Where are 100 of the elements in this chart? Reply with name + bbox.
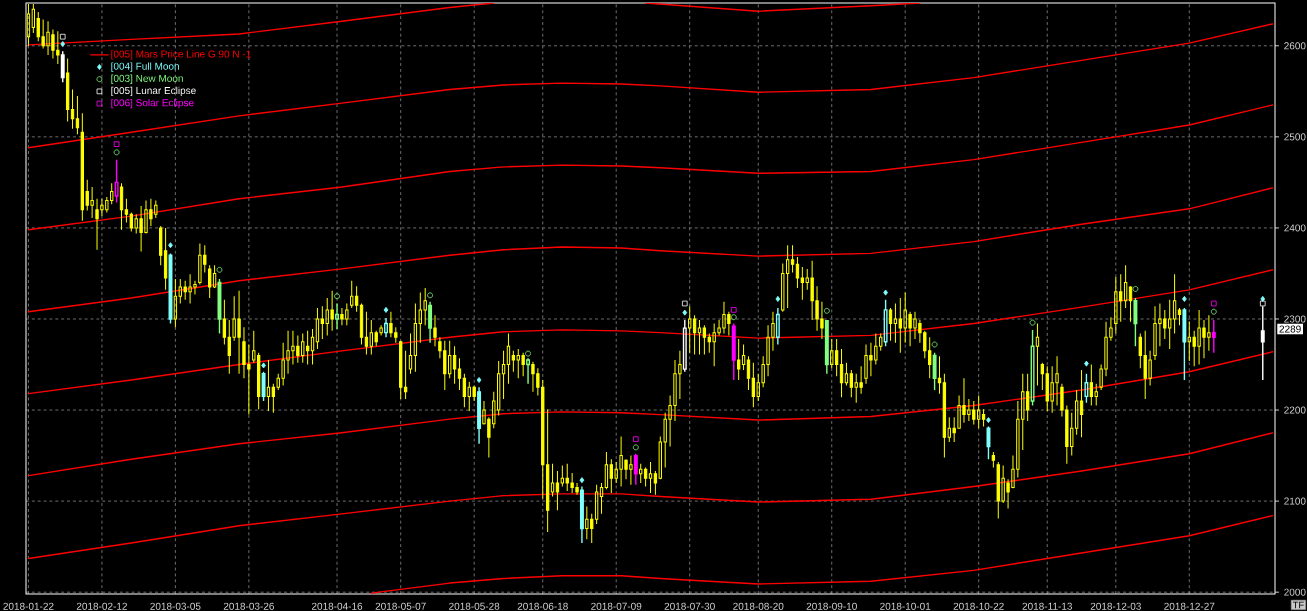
- y-tick-label: 2000: [1284, 588, 1306, 596]
- candlestick: [408, 333, 413, 375]
- candlestick: [1177, 307, 1182, 326]
- candlestick: [888, 307, 893, 342]
- line-series: [27, 187, 1274, 313]
- candlestick: [633, 453, 638, 486]
- point: [931, 341, 938, 348]
- candlestick: [350, 280, 354, 309]
- candlestick: [741, 343, 746, 371]
- candlestick: [932, 351, 937, 391]
- candlestick: [60, 50, 65, 83]
- candlestick: [1133, 297, 1138, 348]
- candlestick: [824, 319, 829, 375]
- legend-label: [006] Solar Eclipse: [111, 98, 194, 109]
- x-tick-label: 2018-10-01: [880, 602, 931, 610]
- x-tick-label: 2018-05-28: [449, 602, 500, 610]
- point: [60, 40, 66, 47]
- legend-label: [005] Lunar Eclipse: [111, 86, 196, 97]
- point: [682, 309, 688, 316]
- candlestick: [163, 227, 168, 291]
- candlestick: [731, 322, 736, 381]
- candlestick: [697, 319, 702, 356]
- candlestick: [1084, 372, 1089, 404]
- line-series: [27, 269, 1274, 395]
- point: [1210, 300, 1217, 307]
- candlestick: [599, 482, 604, 515]
- point: [113, 149, 120, 156]
- x-tick-label: 2018-12-03: [1090, 602, 1141, 610]
- line-series: [27, 3, 495, 46]
- candlestick: [775, 307, 780, 346]
- line-series: [370, 514, 1274, 594]
- point: [730, 314, 737, 321]
- point: [1182, 295, 1187, 302]
- line-series: [27, 432, 1274, 560]
- x-tick-label: 2018-12-27: [1164, 602, 1215, 610]
- x-tick-label: 2018-04-16: [311, 602, 363, 610]
- point: [883, 289, 888, 296]
- x-tick-label: 2018-10-22: [953, 602, 1004, 610]
- x-tick-label: 2018-09-10: [806, 602, 857, 610]
- candlestick: [579, 485, 584, 544]
- point: [1084, 360, 1089, 367]
- point: [59, 33, 66, 40]
- x-tick-label: 2018-03-26: [223, 602, 274, 610]
- y-tick-label: 2200: [1284, 406, 1306, 414]
- legend-label: [005] Mars Price Line G 90 N -1: [111, 50, 251, 60]
- x-tick-label: 2018-02-12: [76, 602, 127, 610]
- candlestick: [1089, 364, 1094, 406]
- line-series: [27, 23, 1274, 149]
- point: [775, 295, 781, 302]
- candlestick: [1030, 329, 1035, 407]
- candlestick: [114, 158, 119, 204]
- candlestick: [364, 311, 369, 356]
- candlestick: [702, 324, 707, 356]
- x-tick-label: 2018-01-22: [3, 602, 54, 610]
- x-tick-label: 2018-08-20: [733, 602, 784, 610]
- candlestick: [800, 266, 805, 301]
- candlestick: [315, 307, 320, 350]
- candlestick: [119, 182, 124, 231]
- point: [632, 444, 639, 451]
- x-tick-label: 2018-06-18: [517, 602, 568, 610]
- candlestick: [305, 330, 310, 366]
- point: [216, 266, 223, 273]
- point: [525, 350, 531, 357]
- x-tick-label: 2018-07-30: [664, 602, 715, 610]
- candlestick: [1211, 319, 1216, 354]
- candlestick: [560, 465, 565, 488]
- candlestick: [1079, 369, 1084, 438]
- candlestick: [70, 89, 75, 130]
- point: [823, 307, 830, 314]
- candlestick: [795, 256, 800, 289]
- candlestick: [266, 359, 271, 412]
- annotation: 2289: [1279, 325, 1301, 333]
- point: [1132, 286, 1139, 292]
- point: [476, 377, 482, 383]
- candlestick: [428, 300, 433, 344]
- candlestick: [384, 317, 388, 338]
- candlestick: [604, 451, 609, 490]
- point: [383, 306, 389, 313]
- candlestick: [688, 305, 692, 354]
- candlestick: [506, 333, 511, 385]
- candlestick: [1035, 323, 1040, 386]
- line-series: [27, 351, 1274, 477]
- candlestick: [75, 95, 80, 135]
- candlestick: [1128, 285, 1133, 323]
- candlestick: [452, 345, 457, 385]
- candlestick: [26, 3, 31, 47]
- candlestick: [883, 299, 888, 348]
- text: TF: [1292, 601, 1304, 609]
- x-tick-label: 2018-03-05: [150, 602, 201, 610]
- candlestick: [834, 338, 839, 377]
- y-tick-label: 2500: [1284, 133, 1306, 141]
- legend-label: [003] New Moon: [111, 74, 183, 84]
- candlestick: [173, 278, 178, 328]
- point: [168, 242, 173, 249]
- candlestick: [477, 386, 482, 445]
- candlestick: [643, 466, 648, 488]
- y-tick-label: 2300: [1284, 315, 1306, 323]
- point: [986, 417, 991, 424]
- point: [579, 477, 585, 484]
- y-tick-label: 2100: [1284, 497, 1306, 505]
